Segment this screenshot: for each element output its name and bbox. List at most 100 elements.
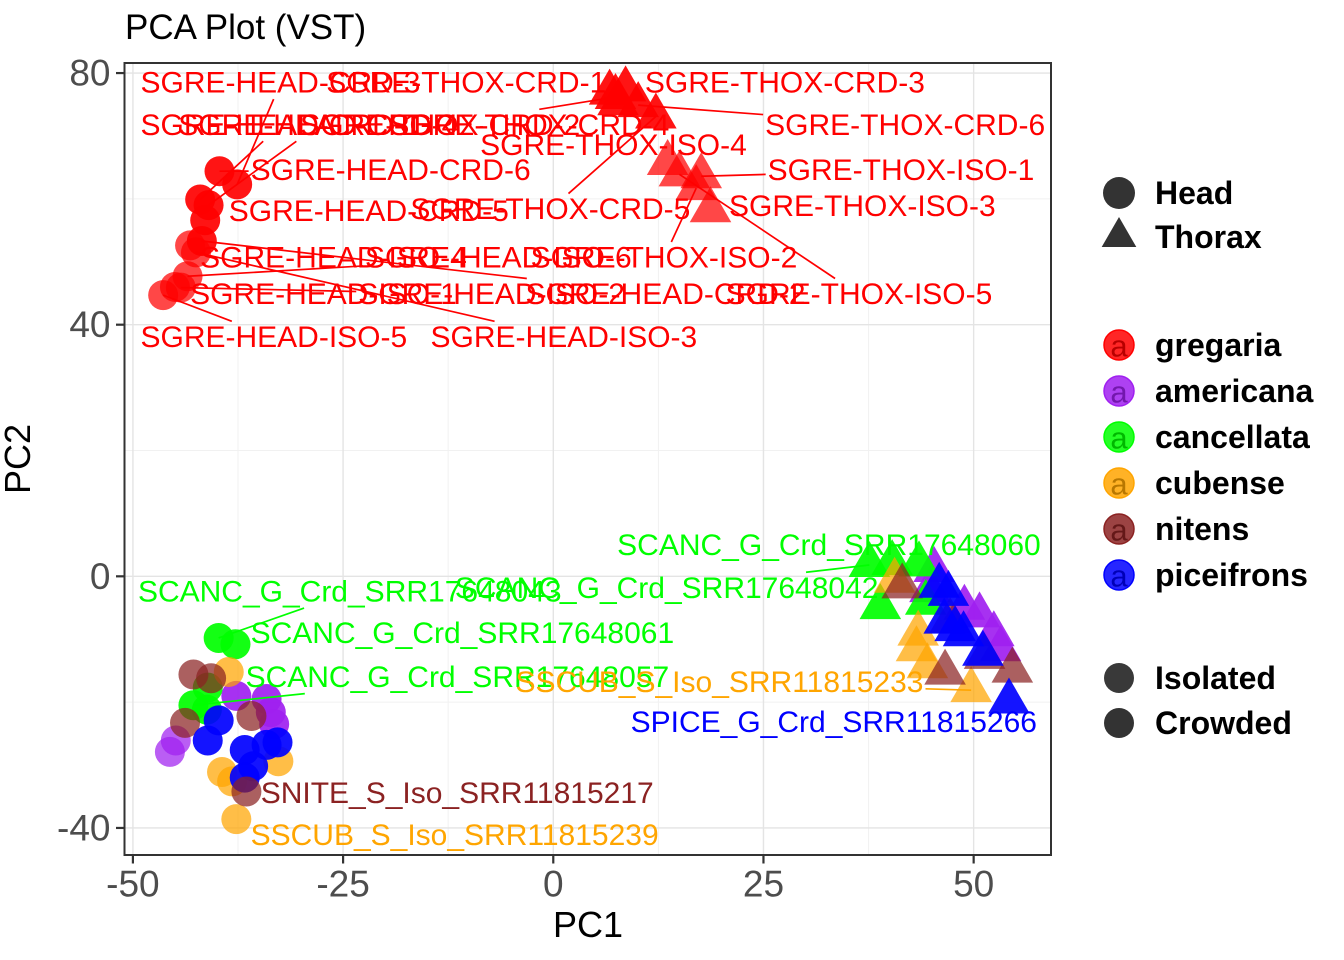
legend-label-americana: americana bbox=[1155, 373, 1314, 409]
legend-key-a-glyph: a bbox=[1110, 513, 1128, 548]
point-label: SGRE-HEAD-ISO-1 bbox=[190, 278, 457, 311]
point-label: SPICE_G_Crd_SRR11815266 bbox=[631, 706, 1037, 739]
point-triangle-gregaria bbox=[675, 164, 717, 201]
legend-key-a-glyph: a bbox=[1110, 329, 1128, 364]
point-label: SGRE-THOX-ISO-5 bbox=[726, 278, 993, 311]
legend-key-thorax bbox=[1101, 217, 1137, 247]
point-label: SGRE-THOX-ISO-4 bbox=[480, 129, 747, 162]
point-label: SSCUB_S_Iso_SRR11815239 bbox=[251, 819, 659, 852]
legend-key-americana bbox=[1103, 375, 1135, 407]
point-label: SGRE-THOX-CRD-4 bbox=[389, 109, 669, 142]
point-label: SGRE-THOX-ISO-3 bbox=[729, 190, 996, 223]
x-tick-label: 25 bbox=[743, 864, 784, 905]
point-label: SGRE-HEAD-CRD-2 bbox=[526, 278, 806, 311]
point-label: SGRE-HEAD-CRD-3 bbox=[140, 67, 420, 100]
point-circle-nitens bbox=[170, 707, 201, 738]
point-triangle-cubense bbox=[950, 666, 992, 703]
point-triangle-cubense bbox=[897, 609, 939, 646]
point-label: SGRE-HEAD-ISO-5 bbox=[140, 321, 407, 354]
y-tick-label: 40 bbox=[69, 304, 110, 345]
point-circle-nitens bbox=[231, 776, 262, 807]
point-label: SGRE-HEAD-CRD-6 bbox=[251, 154, 531, 187]
legend-label-thorax: Thorax bbox=[1155, 219, 1262, 255]
point-triangle-cancellata bbox=[898, 540, 940, 577]
point-triangle-nitens bbox=[881, 562, 923, 599]
point-label: SGRE-HEAD-ISO-3 bbox=[431, 321, 698, 354]
legend-key-a-glyph: a bbox=[1110, 467, 1128, 502]
point-label: SGRE-THOX-CRD-2 bbox=[300, 109, 580, 142]
leader-line bbox=[218, 607, 305, 639]
leader-line bbox=[208, 140, 297, 206]
leader-line bbox=[678, 173, 836, 280]
legend-label-piceifrons: piceifrons bbox=[1155, 557, 1308, 593]
point-label: SGRE-THOX-ISO-1 bbox=[768, 154, 1035, 187]
legend-label-gregaria: gregaria bbox=[1155, 327, 1281, 363]
point-label: SCANC_G_Crd_SRR17648042 bbox=[455, 572, 879, 605]
point-triangle-nitens bbox=[924, 648, 966, 685]
leader-line bbox=[201, 240, 527, 280]
legend-label-crowded: Crowded bbox=[1155, 705, 1292, 741]
x-tick-label: 50 bbox=[953, 864, 994, 905]
point-triangle-piceifrons bbox=[942, 610, 985, 647]
y-tick-label: -40 bbox=[57, 807, 110, 848]
leader-line bbox=[180, 286, 357, 293]
panel-border-rect bbox=[123, 62, 1052, 856]
leader-line bbox=[195, 251, 495, 323]
leader-line bbox=[925, 687, 972, 692]
leader-line bbox=[670, 187, 697, 243]
panel-border bbox=[123, 62, 1052, 856]
point-circle-cubense bbox=[221, 804, 252, 835]
point-triangle-gregaria bbox=[635, 92, 677, 129]
legend-label-cancellata: cancellata bbox=[1155, 419, 1310, 455]
point-label: SCANC_G_Crd_SRR17648060 bbox=[617, 529, 1041, 562]
legend-label-cubense: cubense bbox=[1155, 465, 1285, 501]
leader-line bbox=[701, 173, 766, 178]
legend-key-piceifrons bbox=[1103, 559, 1135, 591]
point-label: SSCUB_S_Iso_SRR11815233 bbox=[515, 666, 923, 699]
leader-line bbox=[567, 115, 657, 195]
y-axis-title: PC2 bbox=[0, 424, 38, 494]
legend-key-cancellata bbox=[1103, 421, 1135, 453]
y-tick-label: 0 bbox=[90, 556, 111, 597]
legend-key-a-glyph: a bbox=[1110, 559, 1128, 594]
point-circle-cancellata bbox=[220, 629, 251, 660]
legend-key-cubense bbox=[1103, 467, 1135, 499]
scatter-points bbox=[148, 65, 1034, 835]
x-tick-label: -25 bbox=[316, 864, 369, 905]
x-tick-label: -50 bbox=[106, 864, 159, 905]
legend-label-isolated: Isolated bbox=[1155, 660, 1276, 696]
legend-key-a-glyph: a bbox=[1110, 421, 1128, 456]
point-label: SGRE-THOX-ISO-2 bbox=[531, 242, 798, 275]
point-triangle-piceifrons bbox=[927, 569, 970, 606]
x-tick-label: 0 bbox=[543, 864, 564, 905]
point-circle-piceifrons bbox=[192, 725, 223, 756]
legend-key-isolated bbox=[1104, 663, 1134, 693]
leader-line bbox=[805, 564, 870, 574]
point-label: SGRE-THOX-CRD-1 bbox=[326, 67, 606, 100]
legend-key-nitens bbox=[1103, 513, 1135, 545]
point-label: SGRE-THOX-CRD-3 bbox=[645, 67, 925, 100]
leader-line bbox=[236, 98, 275, 185]
leader-line bbox=[193, 692, 305, 707]
point-triangle-gregaria bbox=[689, 186, 732, 223]
legend-key-gregaria bbox=[1103, 329, 1135, 361]
y-tick-label: 80 bbox=[69, 53, 110, 94]
point-label: SGRE-HEAD-ISO-2 bbox=[358, 278, 625, 311]
point-label: SGRE-HEAD-CRD-5 bbox=[229, 195, 509, 228]
legend: Head Thorax a gregaria a americana a cancellata… bbox=[1101, 175, 1314, 741]
leader-line bbox=[162, 294, 233, 323]
label-leader-lines bbox=[162, 96, 972, 707]
legend-key-a-glyph: a bbox=[1110, 375, 1128, 410]
point-label: SGRE-HEAD-CRD-4 bbox=[178, 109, 458, 142]
point-label: SGRE-HEAD-ISO-6 bbox=[365, 242, 632, 275]
point-circle-nitens bbox=[236, 700, 267, 731]
point-label: SNITE_S_Iso_SRR11815217 bbox=[261, 777, 654, 810]
point-label: SCANC_G_Crd_SRR17648043 bbox=[138, 576, 562, 609]
point-label: SCANC_G_Crd_SRR17648057 bbox=[246, 661, 670, 694]
point-circle-nitens bbox=[196, 663, 227, 694]
point-label: SGRE-THOX-CRD-6 bbox=[765, 109, 1045, 142]
leader-line bbox=[638, 104, 764, 116]
